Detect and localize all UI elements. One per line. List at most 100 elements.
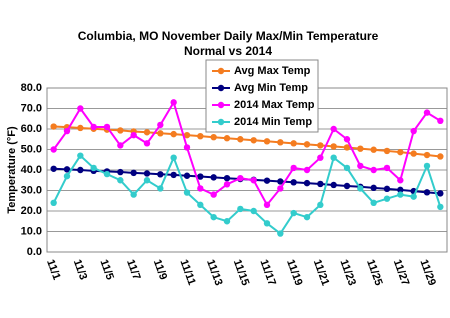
legend-label: 2014 Max Temp xyxy=(234,99,315,111)
x-tick-label: 11/25 xyxy=(364,258,384,287)
x-tick-label: 11/19 xyxy=(284,258,304,287)
point xyxy=(50,146,57,153)
point xyxy=(63,172,71,180)
x-tick-label: 11/27 xyxy=(391,258,411,287)
point xyxy=(77,105,84,112)
point xyxy=(183,131,191,139)
point xyxy=(210,174,217,181)
point xyxy=(437,117,444,125)
point xyxy=(197,132,204,140)
legend-label: 2014 Min Temp xyxy=(234,116,312,128)
point xyxy=(223,181,231,188)
series-line xyxy=(53,167,441,195)
legend-label: Avg Max Temp xyxy=(234,65,311,77)
point xyxy=(117,168,124,176)
y-tick-label: 60.0 xyxy=(21,123,42,135)
point xyxy=(210,213,217,221)
point xyxy=(183,172,191,179)
point xyxy=(263,138,271,145)
x-tick-label: 11/17 xyxy=(257,258,277,287)
point xyxy=(317,142,324,149)
point xyxy=(130,169,137,177)
point xyxy=(423,109,431,116)
point xyxy=(117,127,124,134)
point xyxy=(290,164,297,172)
point xyxy=(410,127,417,135)
point xyxy=(223,218,231,225)
point xyxy=(330,143,337,150)
point xyxy=(437,190,444,197)
point xyxy=(263,201,271,209)
point xyxy=(143,140,151,147)
point xyxy=(117,142,124,149)
point xyxy=(317,154,324,161)
point xyxy=(383,164,391,172)
y-tick-label: 10.0 xyxy=(21,225,42,237)
legend-marker xyxy=(217,101,225,109)
x-tick-label: 11/5 xyxy=(97,258,115,282)
point xyxy=(303,179,311,187)
point xyxy=(157,121,164,129)
legend-label: Avg Min Temp xyxy=(234,82,308,94)
point xyxy=(410,150,417,157)
point xyxy=(197,173,204,180)
point xyxy=(290,140,297,147)
point xyxy=(397,186,404,194)
point xyxy=(357,145,364,152)
point xyxy=(263,220,271,227)
point xyxy=(50,165,57,172)
chart-title: Columbia, MO November Daily Max/Min Temp… xyxy=(78,29,379,43)
point xyxy=(90,123,97,131)
point xyxy=(143,129,151,136)
point xyxy=(223,175,231,182)
point xyxy=(157,171,164,178)
point xyxy=(77,152,84,159)
point xyxy=(170,154,177,161)
point xyxy=(290,209,297,217)
point xyxy=(210,134,217,141)
y-axis-label: Temperature (°F) xyxy=(6,126,18,214)
x-tick-label: 11/7 xyxy=(124,258,142,282)
point xyxy=(410,193,417,200)
point xyxy=(143,170,151,177)
point xyxy=(437,203,444,211)
point xyxy=(397,191,404,198)
point xyxy=(423,151,431,159)
point xyxy=(263,177,271,184)
point xyxy=(223,135,231,142)
point xyxy=(197,185,204,192)
point xyxy=(303,166,311,174)
point xyxy=(343,136,351,143)
point xyxy=(370,184,377,192)
point xyxy=(397,148,404,156)
point xyxy=(277,230,284,237)
point xyxy=(370,199,377,206)
legend-marker xyxy=(217,67,225,75)
x-tick-label: 11/23 xyxy=(337,258,357,287)
legend-marker xyxy=(217,118,225,126)
point xyxy=(383,185,391,193)
x-tick-label: 11/1 xyxy=(44,258,62,282)
x-tick-label: 11/9 xyxy=(151,258,169,282)
point xyxy=(383,147,391,155)
point xyxy=(423,189,431,196)
point xyxy=(370,146,377,153)
point xyxy=(117,177,124,184)
point xyxy=(357,185,364,192)
legend-marker xyxy=(217,84,225,92)
point xyxy=(130,191,137,198)
point xyxy=(50,199,57,206)
point xyxy=(210,191,217,198)
y-tick-label: 30.0 xyxy=(21,184,42,196)
point xyxy=(250,177,257,184)
point xyxy=(130,131,137,139)
x-tick-label: 11/21 xyxy=(311,258,331,287)
point xyxy=(143,177,151,184)
point xyxy=(277,139,284,146)
point xyxy=(370,166,377,174)
y-tick-label: 0.0 xyxy=(27,246,42,258)
point xyxy=(77,166,84,174)
point xyxy=(277,178,284,185)
y-tick-label: 50.0 xyxy=(21,143,42,155)
